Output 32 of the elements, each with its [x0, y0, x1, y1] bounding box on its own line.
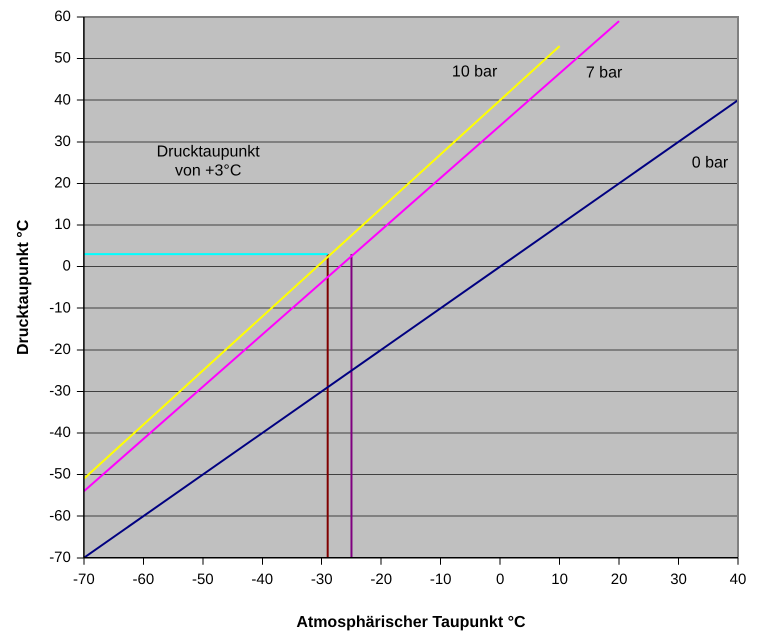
series-label: 7 bar: [586, 64, 623, 82]
y-tick-label: 10: [54, 216, 71, 234]
y-tick-label: 20: [54, 174, 71, 192]
x-tick-label: 30: [670, 570, 687, 588]
x-tick-label: -10: [430, 570, 452, 588]
x-tick-label: 40: [730, 570, 746, 588]
y-tick-label: 40: [54, 91, 71, 108]
y-tick-label: 30: [54, 132, 71, 150]
x-tick-label: 20: [610, 570, 628, 588]
y-tick-label: -60: [49, 507, 71, 524]
y-tick-label: 0: [62, 258, 71, 275]
series-label: 10 bar: [452, 64, 498, 81]
y-tick-label: 50: [54, 50, 71, 67]
x-axis-title: Atmosphärischer Taupunkt °C: [296, 614, 526, 631]
y-tick-label: -20: [49, 340, 71, 358]
y-tick-label: 60: [54, 8, 71, 26]
y-tick-label: -70: [49, 548, 71, 566]
x-tick-label: 10: [551, 570, 568, 588]
y-tick-label: -30: [49, 382, 71, 400]
y-axis-title: Drucktaupunkt °C: [15, 219, 32, 356]
x-tick-label: -50: [192, 570, 214, 588]
x-tick-label: 0: [496, 570, 504, 588]
x-tick-label: -40: [251, 570, 274, 588]
series-label: 0 bar: [692, 154, 729, 172]
annotation: Drucktaupunkt von +3°C: [156, 144, 260, 180]
x-tick-label: -70: [73, 570, 95, 588]
y-tick-label: -10: [49, 299, 71, 316]
x-tick-label: -60: [132, 570, 154, 588]
x-tick-label: -20: [370, 570, 392, 588]
y-tick-label: -40: [49, 424, 71, 442]
x-tick-label: -30: [310, 570, 333, 588]
y-tick-label: -50: [49, 466, 71, 483]
